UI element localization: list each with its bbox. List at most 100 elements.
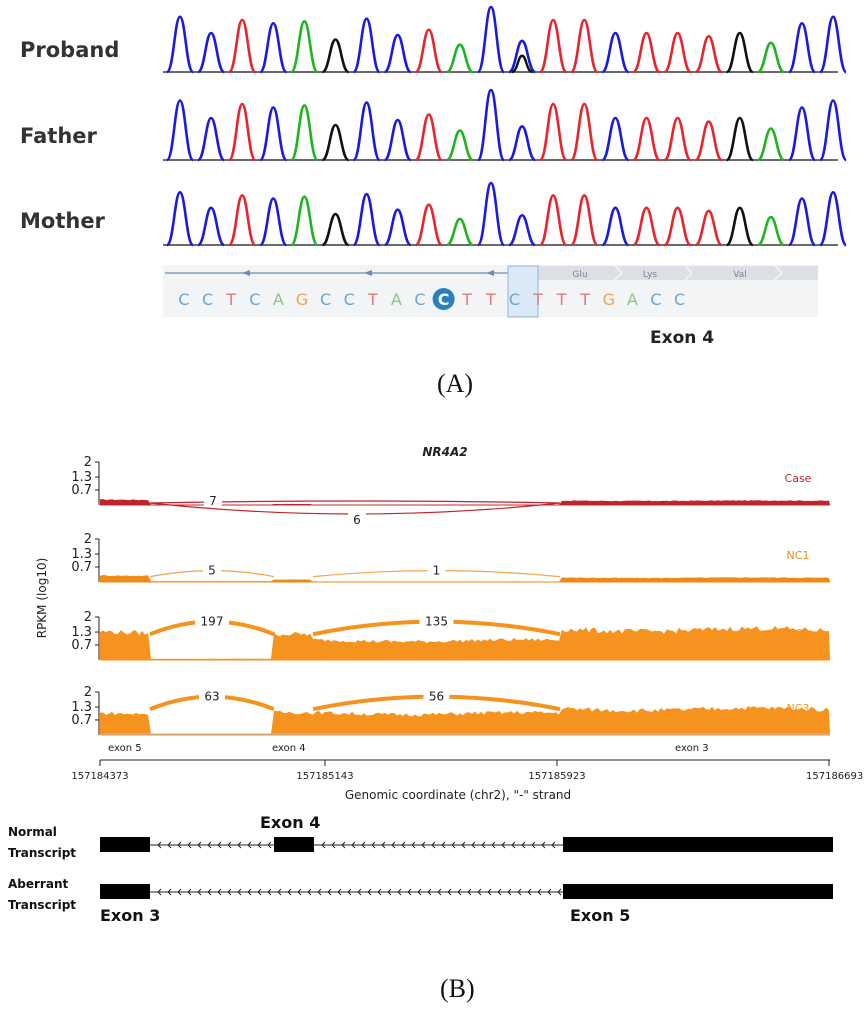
- strand-arrow-head-3: [486, 270, 494, 276]
- proband-peak: [601, 31, 630, 74]
- father-peak: [446, 129, 474, 162]
- proband-peak: [352, 17, 381, 74]
- intron-chevron: [197, 888, 202, 896]
- junction-count: 135: [425, 615, 448, 629]
- intron-chevron: [331, 841, 336, 849]
- intron-chevron: [481, 841, 486, 849]
- intron-chevron: [557, 888, 562, 896]
- intron-chevron: [397, 888, 402, 896]
- intron-chevron: [531, 841, 536, 849]
- mother-peak: [414, 203, 444, 247]
- intron-chevron: [247, 888, 252, 896]
- father-peak: [818, 99, 848, 162]
- y-tick-label: 1.3: [71, 470, 92, 485]
- mother-peak: [259, 197, 288, 247]
- mother-peak: [818, 190, 848, 247]
- intron-chevron: [537, 888, 542, 896]
- intron-chevron: [521, 841, 526, 849]
- intron-chevron: [321, 841, 326, 849]
- intron-chevron: [187, 888, 192, 896]
- chromatogram-traces: [163, 5, 848, 247]
- mother-peak: [538, 194, 568, 247]
- intron-chevron: [527, 888, 532, 896]
- base-call: C: [650, 290, 661, 309]
- junction-count-background: [204, 494, 222, 508]
- intron-chevron: [317, 888, 322, 896]
- amino-acid-band: [508, 266, 818, 280]
- intron-chevron: [177, 888, 182, 896]
- sample-name-nc1: NC1: [787, 549, 810, 562]
- mother-peak: [570, 194, 599, 247]
- normal-transcript-exon-5: [563, 837, 833, 852]
- intron-chevron: [187, 841, 192, 849]
- proband-peak: [787, 21, 817, 74]
- father-peak: [414, 113, 444, 162]
- intron-chevron: [487, 888, 492, 896]
- intron-chevron: [491, 841, 496, 849]
- father-peak: [570, 102, 599, 162]
- y-tick-label: 2: [84, 532, 92, 547]
- base-call: G: [603, 290, 615, 309]
- intron-chevron: [401, 841, 406, 849]
- base-call: C: [344, 290, 355, 309]
- sample-label-father: Father: [20, 124, 98, 148]
- normal-transcript-exon-3: [100, 837, 150, 852]
- father-peak: [538, 102, 568, 162]
- intron-chevron: [377, 888, 382, 896]
- proband-peak: [725, 31, 755, 74]
- intron-chevron: [257, 841, 262, 849]
- x-tick-label-1: 157184373: [71, 771, 128, 782]
- intron-chevron: [437, 888, 442, 896]
- proband-peak: [196, 31, 226, 74]
- strand-arrow-head-2: [364, 270, 372, 276]
- proband-peak: [632, 31, 661, 74]
- intron-chevron: [461, 841, 466, 849]
- coverage-area-case: [100, 499, 830, 505]
- intron-chevron: [247, 841, 252, 849]
- panel-a-label: (A): [437, 369, 473, 398]
- strand-arrow-head-1: [242, 270, 250, 276]
- y-tick-label: 0.7: [71, 638, 92, 653]
- amino-acid-label: Val: [733, 270, 746, 280]
- proband-peak: [259, 21, 288, 74]
- mother-peak: [476, 181, 506, 247]
- father-peak: [196, 116, 226, 162]
- proband-peak: [476, 5, 506, 74]
- y-tick-label: 0.7: [71, 483, 92, 498]
- junction-count: 6: [353, 513, 361, 527]
- intron-chevron: [387, 888, 392, 896]
- father-peak: [290, 104, 319, 162]
- proband-peak: [757, 41, 785, 74]
- proband-peak: [508, 39, 536, 74]
- proband-peak: [694, 34, 723, 74]
- intron-chevron: [551, 841, 556, 849]
- intron-chevron: [337, 888, 342, 896]
- sample-name-nc3: NC3: [787, 702, 810, 715]
- mother-peak: [290, 195, 319, 247]
- proband-peak: [383, 33, 412, 74]
- mother-peak: [321, 212, 350, 247]
- amino-acid-label: Glu: [572, 270, 587, 280]
- junction-count-background: [423, 689, 450, 704]
- intron-chevron: [347, 888, 352, 896]
- sample-label-proband: Proband: [20, 38, 119, 62]
- amino-acid-label: Lys: [643, 270, 658, 280]
- mother-peak: [383, 208, 412, 247]
- intron-chevron: [451, 841, 456, 849]
- sample-label-mother: Mother: [20, 209, 106, 233]
- father-peak: [508, 125, 536, 162]
- intron-chevron: [511, 841, 516, 849]
- x-axis-label: Genomic coordinate (chr2), "-" strand: [345, 788, 571, 802]
- intron-chevron: [167, 841, 172, 849]
- junction-count: 197: [201, 615, 224, 629]
- aberrant-transcript-chevrons: [157, 888, 562, 896]
- y-tick-label: 1.3: [71, 700, 92, 715]
- base-call: C: [674, 290, 685, 309]
- father-peak: [787, 106, 817, 162]
- proband-peak: [227, 18, 257, 74]
- intron-chevron: [341, 841, 346, 849]
- coverage-track-case: 21.30.7 Case 7 6: [71, 455, 830, 527]
- base-call: C: [202, 290, 213, 309]
- junction-count: 5: [208, 564, 216, 578]
